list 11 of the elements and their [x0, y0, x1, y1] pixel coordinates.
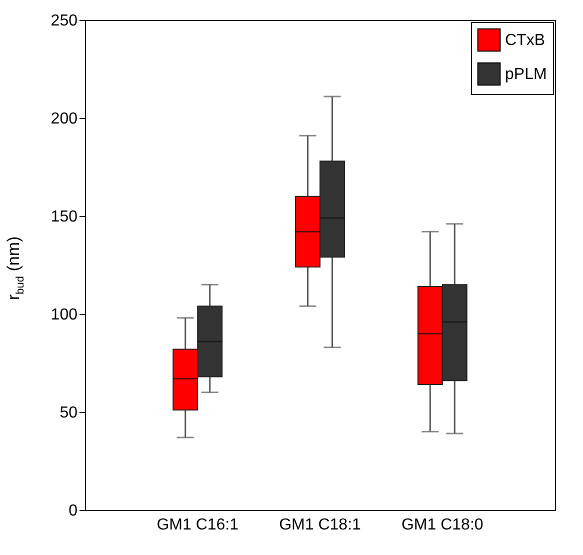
y-tick-label: 0: [68, 502, 78, 520]
x-tick-label: GM1 C18:1: [279, 516, 362, 534]
x-tick-label: GM1 C18:0: [401, 516, 484, 534]
y-tick-label: 250: [50, 12, 78, 30]
legend-label: CTxB: [505, 32, 545, 49]
y-tick-label: 50: [60, 404, 78, 422]
x-tick-label: GM1 C16:1: [156, 516, 239, 534]
y-tick-label: 200: [50, 110, 78, 128]
y-tick-label: 100: [50, 306, 78, 324]
y-tick-label: 150: [50, 208, 78, 226]
legend-label: pPLM: [505, 66, 547, 83]
